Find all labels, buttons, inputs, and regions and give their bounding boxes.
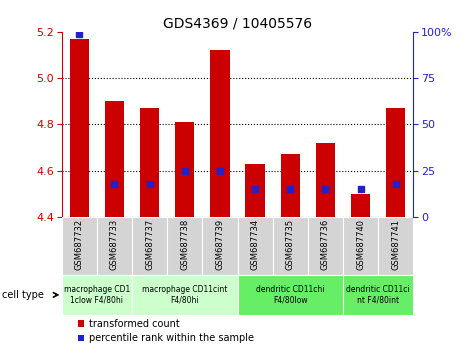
Legend: transformed count, percentile rank within the sample: transformed count, percentile rank withi… <box>74 315 258 347</box>
Text: GSM687733: GSM687733 <box>110 218 119 270</box>
Bar <box>210 50 229 217</box>
Title: GDS4369 / 10405576: GDS4369 / 10405576 <box>163 17 312 31</box>
Text: macrophage CD1
1clow F4/80hi: macrophage CD1 1clow F4/80hi <box>64 285 130 304</box>
Bar <box>140 108 159 217</box>
FancyBboxPatch shape <box>62 217 97 275</box>
FancyBboxPatch shape <box>132 217 167 275</box>
Text: GSM687735: GSM687735 <box>286 218 294 270</box>
FancyBboxPatch shape <box>343 217 378 275</box>
Bar <box>316 143 335 217</box>
Bar <box>105 101 124 217</box>
FancyBboxPatch shape <box>238 217 273 275</box>
Bar <box>175 122 194 217</box>
FancyBboxPatch shape <box>97 217 132 275</box>
Bar <box>386 108 405 217</box>
FancyBboxPatch shape <box>273 217 308 275</box>
FancyBboxPatch shape <box>308 217 343 275</box>
FancyBboxPatch shape <box>343 275 413 315</box>
Text: dendritic CD11chi
F4/80low: dendritic CD11chi F4/80low <box>256 285 324 304</box>
FancyBboxPatch shape <box>167 217 202 275</box>
Text: GSM687737: GSM687737 <box>145 218 154 270</box>
Text: GSM687734: GSM687734 <box>251 218 259 270</box>
FancyBboxPatch shape <box>62 275 132 315</box>
FancyBboxPatch shape <box>202 217 238 275</box>
Bar <box>70 39 89 217</box>
Text: macrophage CD11cint
F4/80hi: macrophage CD11cint F4/80hi <box>142 285 228 304</box>
Text: dendritic CD11ci
nt F4/80int: dendritic CD11ci nt F4/80int <box>346 285 410 304</box>
FancyBboxPatch shape <box>132 275 238 315</box>
Bar <box>246 164 265 217</box>
Text: GSM687739: GSM687739 <box>216 218 224 270</box>
Text: GSM687732: GSM687732 <box>75 218 84 270</box>
Text: GSM687740: GSM687740 <box>356 218 365 270</box>
Text: GSM687736: GSM687736 <box>321 218 330 270</box>
Text: GSM687738: GSM687738 <box>180 218 189 270</box>
FancyBboxPatch shape <box>378 217 413 275</box>
Text: GSM687741: GSM687741 <box>391 218 400 270</box>
Text: cell type: cell type <box>2 290 44 300</box>
Bar <box>351 194 370 217</box>
Bar <box>281 154 300 217</box>
FancyBboxPatch shape <box>238 275 343 315</box>
